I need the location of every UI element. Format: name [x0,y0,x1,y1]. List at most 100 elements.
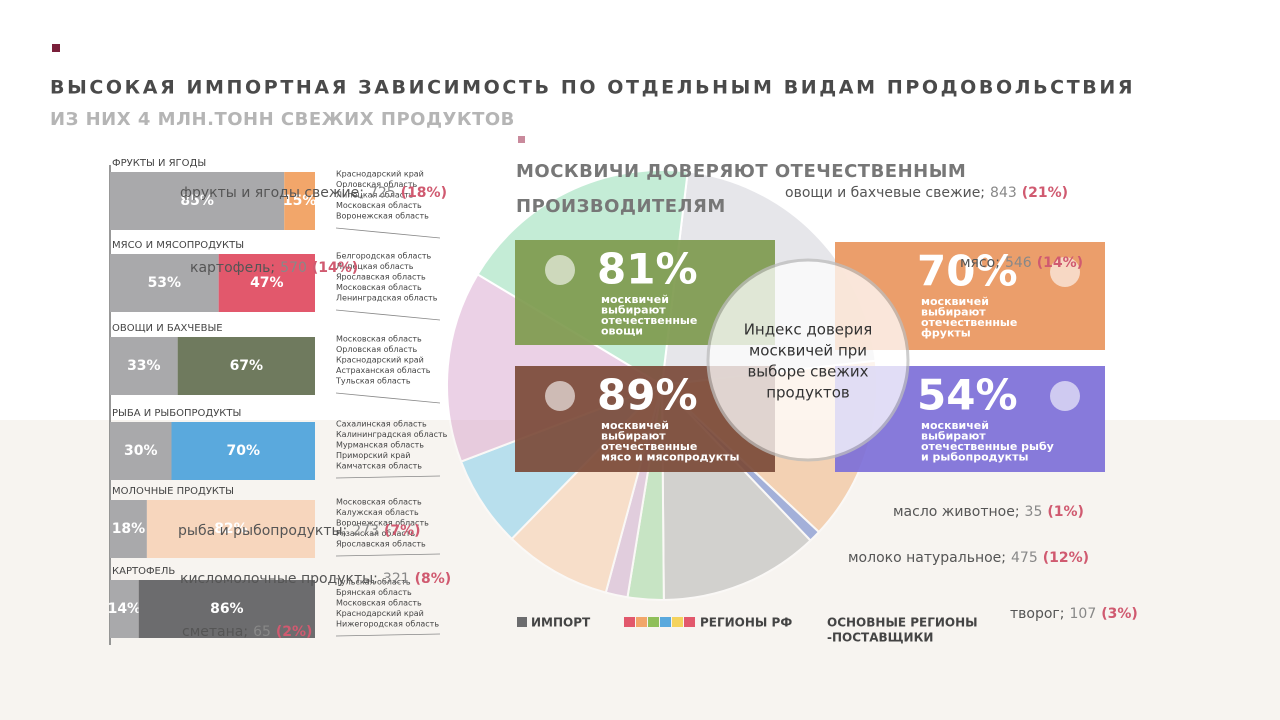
pie-label-share: (3%) [1101,606,1138,622]
pie-label-value: 475 [1011,550,1038,566]
card-text: москвичей [601,419,669,432]
region-name: Орловская область [336,180,417,189]
card-percent: 54% [917,371,1018,420]
region-name: Московская область [336,498,422,507]
pie-label-share: (1%) [1047,504,1084,520]
bar-value-label: 30% [124,443,158,459]
pie-label-name: картофель; [190,260,275,276]
region-name: Краснодарский край [336,356,424,365]
bar-value-label: 53% [148,275,182,291]
region-name: Ярославская область [336,273,426,282]
pie-label-name: творог; [1010,606,1065,622]
pie-label: фрукты и ягоды свежие; 725 (18%) [180,185,447,201]
marker [52,44,60,52]
pie-label-name: кисломолочные продукты; [180,571,378,587]
region-name: Краснодарский край [336,170,424,179]
region-name: Нижегородская область [336,620,439,629]
pie-label-name: сметана; [182,624,248,640]
pie-label: масло животное; 35 (1%) [893,504,1084,520]
region-name: Камчатская область [336,462,422,471]
card-text: выбирают [921,430,986,443]
card-percent: 81% [597,245,698,294]
card-text: выбирают [601,304,666,317]
region-name: Рязанская область [336,529,415,538]
title: ВЫСОКАЯ ИМПОРТНАЯ ЗАВИСИМОСТЬ ПО ОТДЕЛЬН… [50,77,1135,99]
bar-segment [218,254,315,312]
region-name: Приморский край [336,451,410,460]
bar-segment [146,500,315,558]
category-label: ФРУКТЫ И ЯГОДЫ [112,158,206,169]
pie-label-share: (8%) [415,571,452,587]
panel-title: ПРОИЗВОДИТЕЛЯМ [516,196,726,217]
card-icon [1050,381,1080,411]
region-name: Воронежская область [336,212,429,221]
pie-label: сметана; 65 (2%) [182,624,312,640]
bar-segment [110,254,219,312]
pie-label-value: 321 [383,571,410,587]
card-text: и рыбопродукты [921,451,1029,464]
bar-segment [110,422,172,480]
card-percent: 89% [597,371,698,420]
pie-label-value: 273 [352,523,379,539]
region-name: Липецкая область [336,191,414,200]
pie-label: мясо; 546 (14%) [960,255,1083,271]
index-text: москвичей при [749,342,867,360]
card-icon [1050,257,1080,287]
legend-swatch [517,617,527,627]
connector [335,227,441,239]
category-label: МЯСО И МЯСОПРОДУКТЫ [112,240,244,251]
region-name: Мурманская область [336,441,424,450]
card-text: выбирают [601,430,666,443]
pie-label-value: 725 [369,185,396,201]
bar-segment [110,500,147,558]
region-name: Воронежская область [336,519,429,528]
pie-label-share: (12%) [1043,550,1089,566]
pie-label-name: мясо; [960,255,1000,271]
legend-label: РЕГИОНЫ РФ [700,616,792,630]
pie-label-share: (18%) [401,185,447,201]
card-text: москвичей [921,295,989,308]
bar-segment [284,172,315,230]
legend-label: ОСНОВНЫЕ РЕГИОНЫ [827,616,978,630]
card-text: москвичей [921,419,989,432]
card-percent: 70% [917,247,1018,296]
pie-label: рыба и рыбопродукты; 273 (7%) [178,523,421,539]
region-name: Московская область [336,599,422,608]
pie-label-value: 843 [990,185,1017,201]
pie-label-name: фрукты и ягоды свежие; [180,185,364,201]
bar-value-label: 33% [127,358,161,374]
bar-value-label: 86% [210,601,244,617]
connector [335,309,441,321]
region-name: Брянская область [336,588,412,597]
category-label: РЫБА И РЫБОПРОДУКТЫ [112,408,241,419]
legend-swatch [624,617,635,627]
connector [335,392,441,404]
bar-value-label: 14% [108,601,142,617]
pie-label-value: 65 [253,624,271,640]
connector [335,475,441,479]
index-circle [706,258,910,462]
card-text: мясо и мясопродукты [601,451,740,464]
region-name: Краснодарский край [336,609,424,618]
pie-label-share: (21%) [1022,185,1068,201]
bar-segment [110,337,178,395]
bar-value-label: 85% [180,193,214,209]
pie-label-name: масло животное; [893,504,1020,520]
legend-swatch [672,617,683,627]
pie-label: картофель; 570 (14%) [190,260,358,276]
card-text: отечественные [921,316,1017,329]
trust-panel: МОСКВИЧИ ДОВЕРЯЮТ ОТЕЧЕСТВЕННЫМ ПРОИЗВОДИ… [515,161,1105,472]
legend-label: ИМПОРТ [531,616,591,630]
index-text: выборе свежих [747,363,868,381]
pie-label-share: (7%) [384,523,421,539]
bar-segment [138,580,315,638]
region-name: Ленинградская область [336,294,438,303]
pie-label: молоко натуральное; 475 (12%) [848,550,1089,566]
legend-label: -ПОСТАВЩИКИ [827,631,933,645]
region-name: Тульская область [335,578,411,587]
subtitle: ИЗ НИХ 4 МЛН.ТОНН СВЕЖИХ ПРОДУКТОВ [50,109,515,130]
legend-swatch [660,617,671,627]
pie-label-value: 107 [1070,606,1097,622]
pie-label-share: (14%) [1037,255,1083,271]
pie-label-name: рыба и рыбопродукты; [178,523,347,539]
